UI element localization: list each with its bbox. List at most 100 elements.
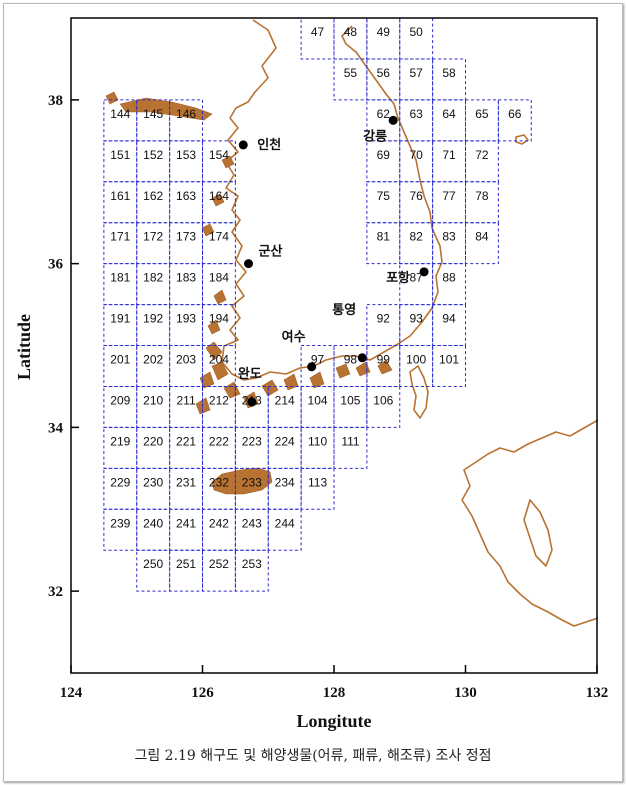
station-marker — [388, 115, 398, 125]
station-marker — [247, 397, 257, 407]
survey-grid: 47 48 49 50 55 56 57 58 62 63 64 65 66 69 70 71 72 75 76 77… — [103, 17, 532, 592]
grid-cell-outline — [202, 345, 236, 387]
grid-cell: 64 — [432, 99, 466, 142]
station-marker — [244, 259, 254, 269]
grid-cell: 153 — [169, 140, 203, 183]
grid-cell-outline — [234, 385, 269, 428]
grid-cell-label: 63 — [410, 107, 424, 121]
grid-cell-outline — [267, 467, 302, 510]
grid-cell: 57 — [399, 58, 434, 101]
grid-cell-label: 57 — [410, 66, 424, 80]
grid-cell: 70 — [399, 140, 434, 183]
grid-cell-label: 97 — [311, 353, 325, 367]
grid-cell-outline — [234, 467, 269, 510]
grid-cell: 174 — [202, 222, 236, 265]
grid-cell-label: 250 — [143, 557, 163, 571]
place-label: 포항 — [386, 270, 410, 286]
southwest-islands — [105, 91, 393, 415]
grid-cell: 243 — [234, 508, 269, 551]
grid-cell: 104 — [300, 385, 335, 428]
grid-cell-outline — [300, 385, 335, 428]
grid-cell: 213 — [234, 385, 269, 428]
grid-cell-label: 241 — [176, 516, 196, 530]
grid-cell-label: 87 — [410, 271, 424, 285]
grid-cell-label: 244 — [275, 516, 295, 530]
grid-cell-outline — [432, 345, 466, 387]
grid-cell-outline — [103, 222, 138, 265]
grid-cell-outline — [136, 181, 171, 224]
grid-cell-outline — [202, 222, 236, 265]
grid-cell-label: 58 — [442, 66, 456, 80]
grid-cell-outline — [103, 467, 138, 510]
grid-cell: 105 — [333, 385, 368, 428]
grid-cell-outline — [399, 222, 434, 265]
grid-cell-outline — [300, 345, 335, 387]
grid-cell-outline — [333, 426, 368, 469]
grid-cell-outline — [136, 467, 171, 510]
x-tick-label: 130 — [454, 685, 477, 701]
grid-cell-outline — [333, 58, 368, 101]
place-label: 군산 — [259, 244, 283, 260]
grid-cell-outline — [136, 426, 171, 469]
grid-cell: 209 — [103, 385, 138, 428]
grid-cell-outline — [103, 426, 138, 469]
grid-cell-label: 50 — [410, 25, 424, 39]
grid-cell-outline — [465, 181, 499, 224]
grid-cell-label: 214 — [275, 393, 295, 407]
grid-cell-outline — [169, 263, 203, 306]
grid-cell-label: 62 — [377, 107, 391, 121]
grid-cell-label: 106 — [373, 393, 393, 407]
grid-cell-outline — [136, 263, 171, 306]
grid-cell-outline — [366, 345, 401, 387]
grid-cell-outline — [136, 222, 171, 265]
grid-cell: 47 — [300, 17, 335, 60]
grid-cell-label: 93 — [410, 312, 424, 326]
figure-caption: 그림 2.19 해구도 및 해양생물(어류, 패류, 해조류) 조사 정점 — [134, 748, 492, 764]
grid-cell-outline — [399, 99, 434, 142]
grid-cell-outline — [103, 345, 138, 387]
grid-cell-label: 144 — [110, 107, 130, 121]
grid-cell: 83 — [432, 222, 466, 265]
grid-cell-label: 110 — [308, 434, 327, 448]
grid-cell-label: 152 — [143, 148, 163, 162]
grid-cell-outline — [103, 99, 138, 142]
grid-cell-outline — [300, 17, 335, 60]
grid-cell-outline — [366, 17, 401, 60]
grid-cell-outline — [234, 426, 269, 469]
x-tick-label: 128 — [323, 685, 346, 701]
grid-cell-outline — [399, 58, 434, 101]
grid-cell-outline — [103, 181, 138, 224]
grid-cell: 252 — [202, 549, 236, 592]
grid-cell: 231 — [169, 467, 203, 510]
grid-cell-outline — [234, 508, 269, 551]
y-tick-label: 36 — [48, 257, 64, 273]
grid-cell: 101 — [432, 345, 466, 387]
grid-cell: 78 — [465, 181, 499, 224]
grid-cell: 50 — [399, 17, 434, 60]
grid-cell: 242 — [202, 508, 236, 551]
grid-cell-label: 84 — [475, 230, 489, 244]
grid-cell: 75 — [366, 181, 401, 224]
grid-cell-outline — [465, 99, 499, 142]
grid-cell-label: 181 — [110, 271, 130, 285]
grid-cell: 220 — [136, 426, 171, 469]
grid-cell-label: 232 — [209, 475, 229, 489]
grid-cell-outline — [169, 140, 203, 183]
y-tick-label: 34 — [48, 420, 64, 436]
grid-cell-label: 193 — [176, 312, 196, 326]
station-marker — [307, 362, 317, 372]
grid-cell: 58 — [432, 58, 466, 101]
grid-cell-label: 76 — [410, 189, 424, 203]
grid-cell-label: 98 — [344, 353, 358, 367]
grid-cell-outline — [169, 508, 203, 551]
x-tick-label: 126 — [191, 685, 214, 701]
grid-cell-outline — [300, 426, 335, 469]
grid-cell-label: 174 — [209, 230, 229, 244]
grid-cell-label: 49 — [377, 25, 391, 39]
grid-cell-label: 202 — [143, 353, 163, 367]
grid-cell-label: 230 — [143, 475, 163, 489]
grid-cell: 81 — [366, 222, 401, 265]
grid-cell: 151 — [103, 140, 138, 183]
grid-cell-label: 201 — [110, 353, 130, 367]
